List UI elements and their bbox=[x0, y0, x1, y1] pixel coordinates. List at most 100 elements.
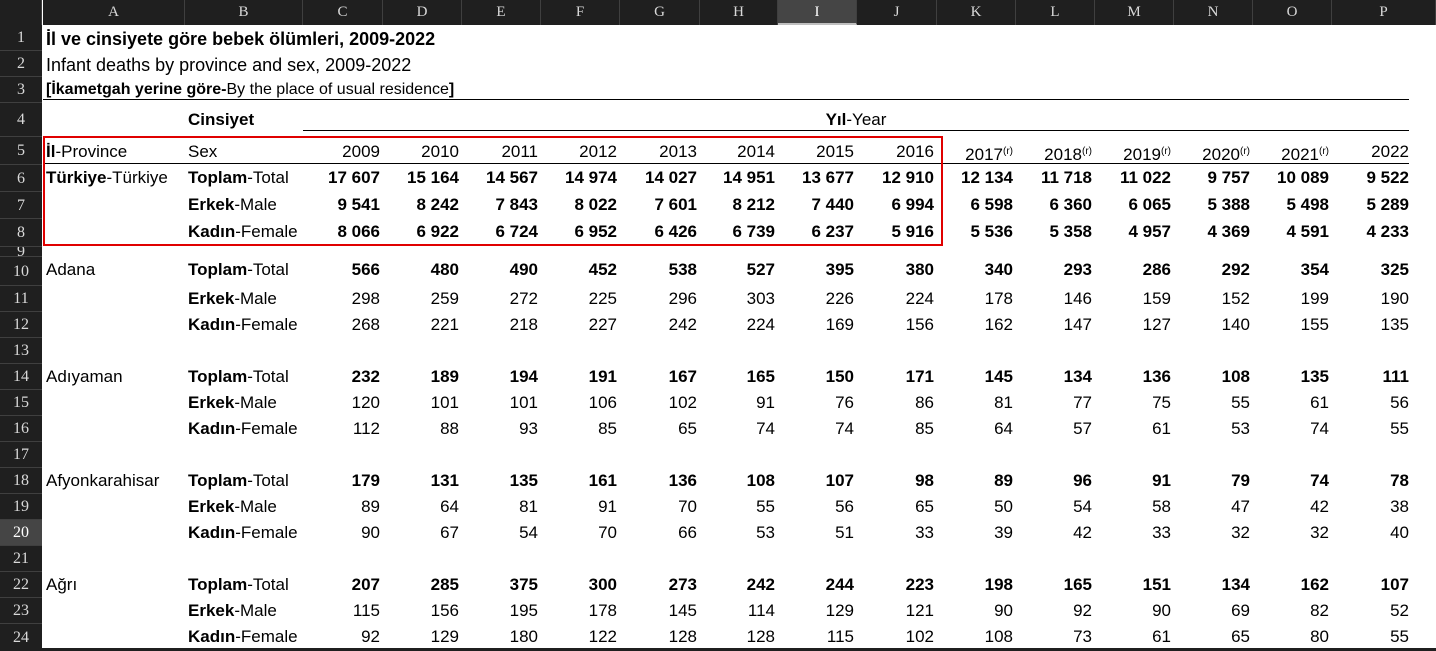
data-cell[interactable]: 32 bbox=[1231, 523, 1250, 542]
data-cell[interactable]: 47 bbox=[1231, 497, 1250, 516]
data-cell[interactable]: 5 536 bbox=[970, 222, 1013, 241]
data-cell[interactable]: 145 bbox=[668, 601, 697, 620]
data-cell[interactable]: 51 bbox=[835, 523, 854, 542]
data-cell[interactable]: 101 bbox=[509, 393, 538, 412]
column-header-g[interactable]: G bbox=[620, 0, 700, 25]
data-cell[interactable]: 61 bbox=[1152, 627, 1171, 646]
data-cell[interactable]: 115 bbox=[352, 601, 380, 620]
data-cell[interactable]: 69 bbox=[1231, 601, 1250, 620]
data-cell[interactable]: 6 598 bbox=[970, 195, 1013, 214]
column-header-n[interactable]: N bbox=[1174, 0, 1253, 25]
data-cell[interactable]: 89 bbox=[994, 471, 1013, 490]
data-cell[interactable]: 286 bbox=[1142, 260, 1171, 279]
data-cell[interactable]: 61 bbox=[1310, 393, 1329, 412]
data-cell[interactable]: 17 607 bbox=[328, 168, 380, 187]
data-cell[interactable]: 102 bbox=[905, 627, 934, 646]
data-cell[interactable]: 242 bbox=[668, 315, 697, 334]
data-cell[interactable]: 4 369 bbox=[1207, 222, 1250, 241]
data-cell[interactable]: 162 bbox=[1300, 575, 1329, 594]
data-cell[interactable]: 242 bbox=[746, 575, 775, 594]
data-cell[interactable]: 171 bbox=[905, 367, 934, 386]
data-cell[interactable]: 375 bbox=[509, 575, 538, 594]
data-cell[interactable]: 56 bbox=[1390, 393, 1409, 412]
data-cell[interactable]: 50 bbox=[994, 497, 1013, 516]
data-cell[interactable]: 340 bbox=[984, 260, 1013, 279]
data-cell[interactable]: 135 bbox=[509, 471, 538, 490]
data-cell[interactable]: 8 022 bbox=[574, 195, 617, 214]
data-cell[interactable]: 101 bbox=[430, 393, 459, 412]
data-cell[interactable]: 78 bbox=[1390, 471, 1409, 490]
data-cell[interactable]: 56 bbox=[835, 497, 854, 516]
column-header-b[interactable]: B bbox=[185, 0, 303, 25]
data-cell[interactable]: 131 bbox=[430, 471, 459, 490]
data-cell[interactable]: 199 bbox=[1300, 289, 1329, 308]
data-cell[interactable]: 300 bbox=[588, 575, 617, 594]
data-cell[interactable]: 190 bbox=[1380, 289, 1409, 308]
data-cell[interactable]: 128 bbox=[668, 627, 697, 646]
data-cell[interactable]: 40 bbox=[1390, 523, 1409, 542]
data-cell[interactable]: 5 289 bbox=[1366, 195, 1409, 214]
row-header-24[interactable]: 24 bbox=[0, 624, 42, 651]
data-cell[interactable]: 129 bbox=[430, 627, 459, 646]
data-cell[interactable]: 112 bbox=[352, 419, 380, 438]
data-cell[interactable]: 67 bbox=[440, 523, 459, 542]
data-cell[interactable]: 156 bbox=[430, 601, 459, 620]
data-cell[interactable]: 6 426 bbox=[654, 222, 697, 241]
data-cell[interactable]: 4 591 bbox=[1286, 222, 1329, 241]
data-cell[interactable]: 92 bbox=[1073, 601, 1092, 620]
data-cell[interactable]: 74 bbox=[1310, 419, 1329, 438]
data-cell[interactable]: 64 bbox=[440, 497, 459, 516]
data-cell[interactable]: 39 bbox=[994, 523, 1013, 542]
data-cell[interactable]: 180 bbox=[509, 627, 538, 646]
data-cell[interactable]: 303 bbox=[746, 289, 775, 308]
data-cell[interactable]: 92 bbox=[361, 627, 380, 646]
data-cell[interactable]: 54 bbox=[519, 523, 538, 542]
data-cell[interactable]: 179 bbox=[351, 471, 380, 490]
row-header-2[interactable]: 2 bbox=[0, 51, 42, 77]
data-cell[interactable]: 285 bbox=[430, 575, 459, 594]
data-cell[interactable]: 207 bbox=[351, 575, 380, 594]
data-cell[interactable]: 86 bbox=[915, 393, 934, 412]
row-header-8[interactable]: 8 bbox=[0, 219, 42, 247]
data-cell[interactable]: 527 bbox=[746, 260, 775, 279]
data-cell[interactable]: 66 bbox=[678, 523, 697, 542]
data-cell[interactable]: 232 bbox=[351, 367, 380, 386]
row-header-17[interactable]: 17 bbox=[0, 442, 42, 468]
data-cell[interactable]: 452 bbox=[588, 260, 617, 279]
column-header-h[interactable]: H bbox=[700, 0, 778, 25]
data-cell[interactable]: 6 065 bbox=[1128, 195, 1171, 214]
column-header-p[interactable]: P bbox=[1332, 0, 1436, 25]
data-cell[interactable]: 55 bbox=[1231, 393, 1250, 412]
data-cell[interactable]: 98 bbox=[915, 471, 934, 490]
data-cell[interactable]: 111 bbox=[1382, 367, 1410, 386]
data-cell[interactable]: 85 bbox=[598, 419, 617, 438]
data-cell[interactable]: 79 bbox=[1231, 471, 1250, 490]
data-cell[interactable]: 140 bbox=[1221, 315, 1250, 334]
data-cell[interactable]: 91 bbox=[598, 497, 617, 516]
data-cell[interactable]: 136 bbox=[1142, 367, 1171, 386]
data-cell[interactable]: 189 bbox=[430, 367, 459, 386]
data-cell[interactable]: 156 bbox=[905, 315, 934, 334]
data-cell[interactable]: 81 bbox=[519, 497, 538, 516]
data-cell[interactable]: 194 bbox=[509, 367, 538, 386]
data-cell[interactable]: 155 bbox=[1300, 315, 1329, 334]
data-cell[interactable]: 224 bbox=[905, 289, 934, 308]
data-cell[interactable]: 296 bbox=[668, 289, 697, 308]
data-cell[interactable]: 9 757 bbox=[1207, 168, 1250, 187]
data-cell[interactable]: 6 994 bbox=[891, 195, 934, 214]
data-cell[interactable]: 395 bbox=[825, 260, 854, 279]
data-cell[interactable]: 93 bbox=[519, 419, 538, 438]
data-cell[interactable]: 165 bbox=[746, 367, 775, 386]
data-cell[interactable]: 9 522 bbox=[1366, 168, 1409, 187]
data-cell[interactable]: 354 bbox=[1300, 260, 1329, 279]
row-header-15[interactable]: 15 bbox=[0, 390, 42, 416]
data-cell[interactable]: 14 567 bbox=[486, 168, 538, 187]
data-cell[interactable]: 90 bbox=[361, 523, 380, 542]
data-cell[interactable]: 145 bbox=[984, 367, 1013, 386]
data-cell[interactable]: 90 bbox=[994, 601, 1013, 620]
data-cell[interactable]: 42 bbox=[1073, 523, 1092, 542]
column-header-o[interactable]: O bbox=[1253, 0, 1332, 25]
data-cell[interactable]: 6 237 bbox=[811, 222, 854, 241]
data-cell[interactable]: 134 bbox=[1063, 367, 1092, 386]
data-cell[interactable]: 8 242 bbox=[416, 195, 459, 214]
